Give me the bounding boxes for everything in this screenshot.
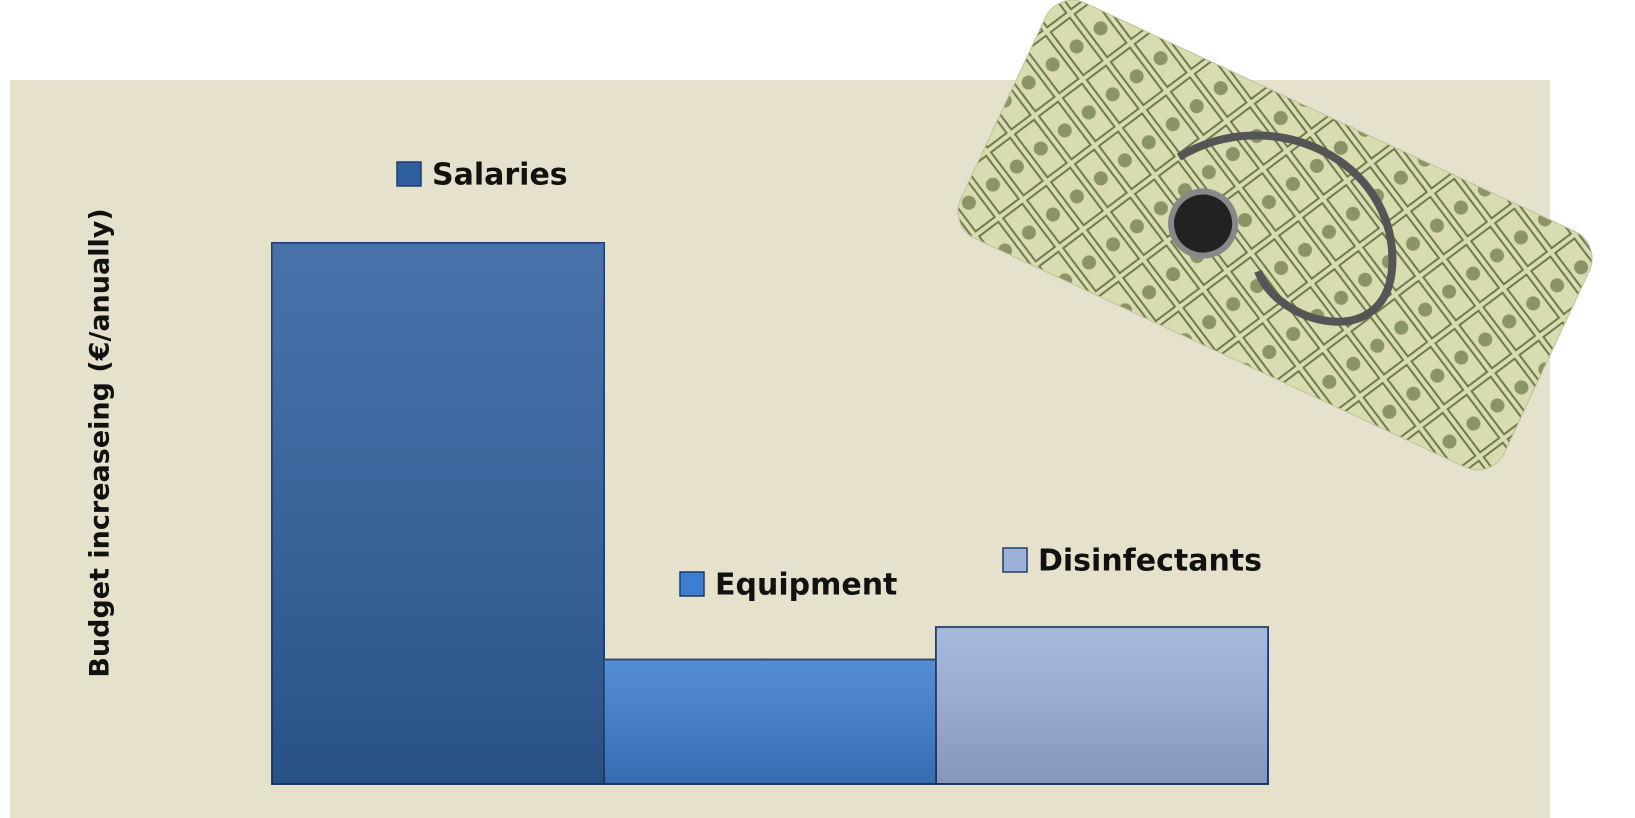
legend-label: Equipment [715, 568, 897, 603]
legend-swatch [1003, 548, 1027, 572]
bar [604, 660, 936, 784]
bar [936, 627, 1268, 784]
legend-swatch [397, 162, 421, 186]
legend-swatch [680, 572, 704, 596]
legend-label: Salaries [432, 158, 568, 193]
page: Budget increaseing (€/anually) Salaries E… [0, 0, 1635, 818]
chart: Budget increaseing (€/anually) Salaries E… [0, 0, 1635, 818]
bar [272, 243, 604, 784]
y-axis-label: Budget increaseing (€/anually) [85, 208, 116, 677]
legend-label: Disinfectants [1038, 544, 1262, 579]
